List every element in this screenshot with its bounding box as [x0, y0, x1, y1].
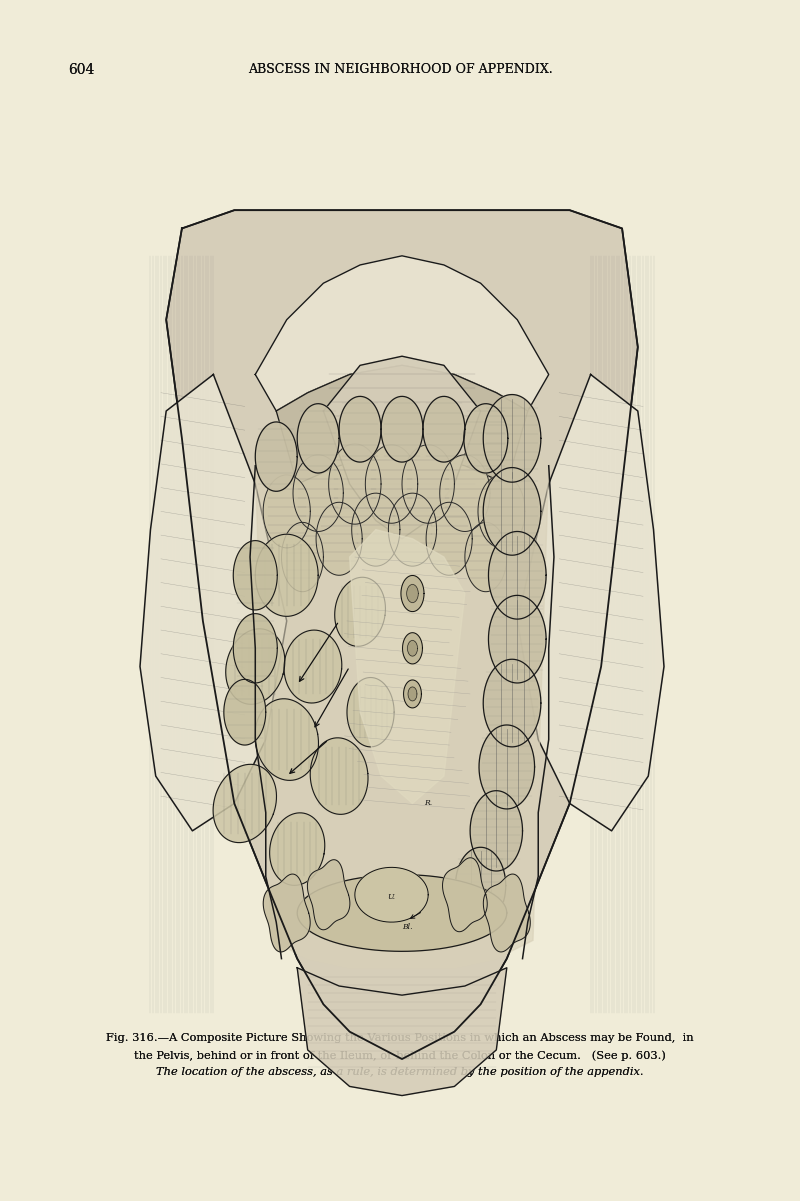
Polygon shape [464, 404, 508, 473]
Polygon shape [255, 256, 549, 411]
Text: ABSCESS IN NEIGHBORHOOD OF APPENDIX.: ABSCESS IN NEIGHBORHOOD OF APPENDIX. [248, 64, 552, 76]
Polygon shape [483, 395, 541, 482]
Polygon shape [366, 444, 418, 524]
Polygon shape [403, 680, 422, 707]
Polygon shape [263, 874, 310, 952]
Polygon shape [224, 680, 266, 745]
Polygon shape [350, 530, 465, 803]
Polygon shape [310, 737, 368, 814]
Polygon shape [234, 540, 278, 610]
Polygon shape [518, 375, 664, 831]
Polygon shape [470, 790, 522, 871]
Polygon shape [255, 420, 549, 968]
Polygon shape [307, 860, 350, 930]
Polygon shape [213, 764, 277, 843]
Polygon shape [255, 422, 298, 491]
Text: Fig. 316.—A Composite Picture Showing the Various Positions in which an Abscess : Fig. 316.—A Composite Picture Showing th… [106, 1033, 694, 1042]
Polygon shape [483, 659, 541, 747]
Polygon shape [402, 444, 454, 524]
Text: Bl.: Bl. [402, 922, 413, 931]
Polygon shape [489, 596, 546, 683]
Polygon shape [339, 396, 381, 462]
Polygon shape [255, 534, 318, 616]
Polygon shape [298, 968, 507, 1095]
Polygon shape [489, 532, 546, 619]
Polygon shape [406, 585, 418, 603]
Polygon shape [483, 874, 530, 952]
Polygon shape [440, 455, 490, 532]
Polygon shape [407, 640, 418, 656]
Polygon shape [426, 502, 472, 575]
Polygon shape [479, 725, 534, 809]
Polygon shape [226, 629, 285, 704]
Polygon shape [284, 631, 342, 703]
Polygon shape [423, 396, 465, 462]
Polygon shape [270, 813, 325, 885]
Text: U.: U. [387, 892, 395, 901]
Polygon shape [298, 874, 507, 951]
Polygon shape [234, 614, 278, 683]
Polygon shape [402, 633, 422, 664]
Polygon shape [298, 404, 339, 473]
Polygon shape [465, 522, 507, 592]
Polygon shape [140, 375, 286, 831]
Text: 604: 604 [68, 62, 94, 77]
Polygon shape [255, 699, 318, 781]
Polygon shape [166, 210, 638, 1059]
Polygon shape [355, 867, 428, 922]
Text: the Pelvis, behind or in front of the Ileum, or behind the Colon or the Cecum.  : the Pelvis, behind or in front of the Il… [134, 1051, 666, 1060]
Text: R.: R. [424, 800, 432, 807]
Text: Fig. 316.—A Composite Picture Showing the Various Positions in which an Abscess : Fig. 316.—A Composite Picture Showing th… [106, 1033, 694, 1042]
Polygon shape [352, 494, 400, 566]
Text: the Pelvis, behind or in front of the Ileum, or behind the Colon or the Cecum.  : the Pelvis, behind or in front of the Il… [134, 1051, 666, 1060]
Polygon shape [329, 444, 381, 524]
Polygon shape [388, 494, 437, 566]
Polygon shape [347, 677, 394, 747]
Text: 604: 604 [68, 62, 94, 77]
Polygon shape [483, 467, 541, 555]
Polygon shape [455, 847, 506, 924]
Polygon shape [316, 502, 362, 575]
Text: The location of the abscess, as a rule, is determined by the position of the app: The location of the abscess, as a rule, … [156, 1068, 644, 1077]
Polygon shape [442, 858, 487, 932]
Text: The location of the abscess, as a rule, is determined by the position of the app: The location of the abscess, as a rule, … [156, 1068, 644, 1077]
Polygon shape [381, 396, 423, 462]
Polygon shape [408, 687, 417, 701]
Polygon shape [334, 578, 386, 646]
Polygon shape [293, 455, 343, 532]
Polygon shape [323, 357, 481, 539]
Polygon shape [276, 365, 528, 484]
Polygon shape [282, 522, 323, 592]
Polygon shape [263, 474, 310, 548]
Text: ABSCESS IN NEIGHBORHOOD OF APPENDIX.: ABSCESS IN NEIGHBORHOOD OF APPENDIX. [248, 64, 552, 76]
Polygon shape [478, 474, 525, 548]
Polygon shape [401, 575, 424, 611]
